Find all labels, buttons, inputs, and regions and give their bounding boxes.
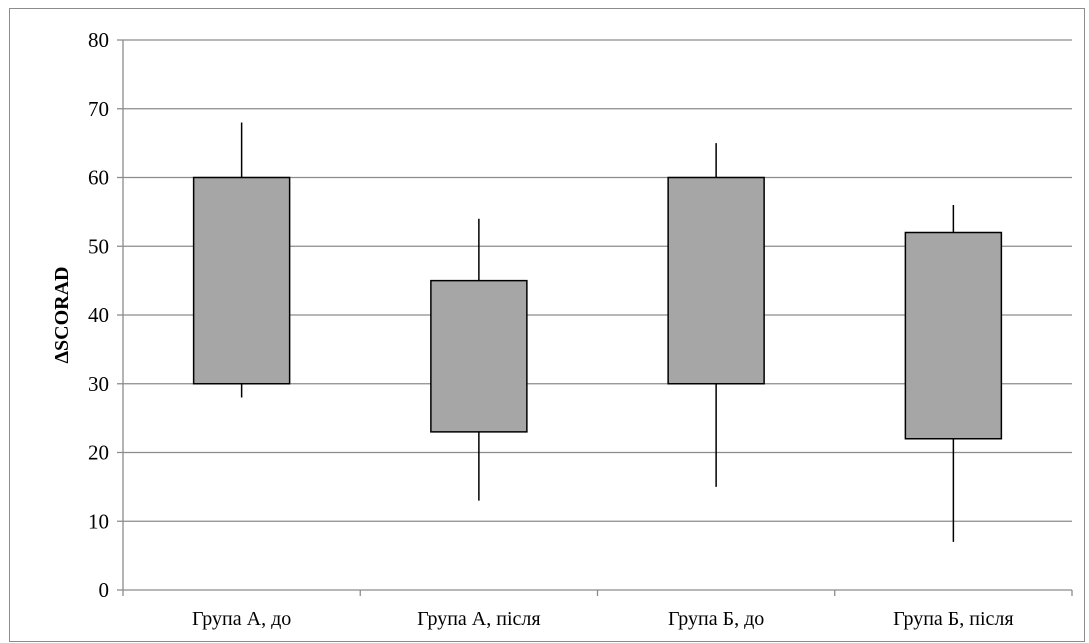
y-tick-label-40: 40 <box>88 303 109 327</box>
axes <box>117 39 1073 596</box>
box-3 <box>667 176 765 385</box>
y-tick-label-30: 30 <box>88 372 109 396</box>
boxes <box>192 176 1003 440</box>
x-category-label-1: Група А, до <box>192 608 291 630</box>
x-category-label-2: Група А, після <box>417 608 540 630</box>
y-tick-label-50: 50 <box>88 234 109 258</box>
y-tick-label-20: 20 <box>88 441 109 465</box>
box-1 <box>192 176 291 385</box>
x-category-labels: Група А, до Група А, після Група Б, до Груп… <box>192 608 1014 630</box>
box-2 <box>430 279 528 433</box>
whiskers <box>240 122 955 542</box>
x-category-label-4: Група Б, після <box>893 608 1013 630</box>
y-tick-label-10: 10 <box>88 509 109 533</box>
y-tick-labels: 0 10 20 30 40 50 60 70 80 <box>88 28 109 602</box>
y-axis-title: ΔSCORAD <box>51 267 73 364</box>
y-tick-label-60: 60 <box>88 166 109 190</box>
y-tick-label-70: 70 <box>88 97 109 121</box>
x-category-label-3: Група Б, до <box>668 608 764 630</box>
y-tick-label-0: 0 <box>99 578 110 602</box>
box-4 <box>904 231 1003 440</box>
y-tick-label-80: 80 <box>88 28 109 52</box>
